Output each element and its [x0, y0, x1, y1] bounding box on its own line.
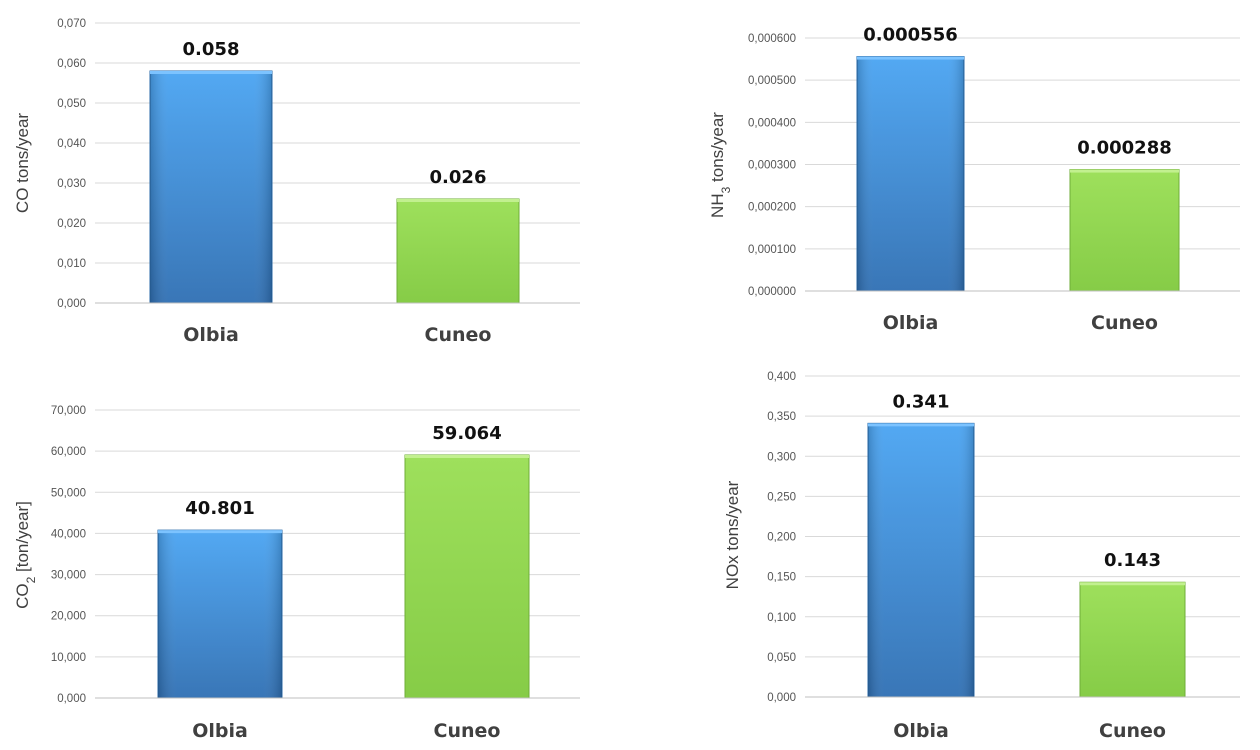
- y-tick-label: 20,000: [51, 611, 86, 623]
- y-tick-label: 0,000000: [748, 286, 796, 298]
- data-label: 0.341: [893, 391, 950, 412]
- y-tick-label: 0,400: [767, 371, 796, 383]
- y-axis-label: CO tons/year: [13, 113, 32, 213]
- co2-chart-svg: 0,000 10,000 20,000 30,000 40,000 50,000 60,00…: [13, 405, 580, 742]
- y-tick-label: 0,000400: [748, 117, 796, 129]
- bar-olbia: [856, 56, 965, 292]
- bar-olbia: [157, 529, 283, 699]
- y-tick-label: 0,000: [767, 692, 796, 704]
- category-label: Olbia: [883, 312, 939, 334]
- data-label: 0.058: [183, 39, 240, 60]
- data-label: 0.000556: [863, 25, 958, 46]
- category-label: Cuneo: [1099, 720, 1166, 742]
- y-tick-label: 0,300: [767, 451, 796, 463]
- y-axis-label: NOx tons/year: [723, 480, 742, 589]
- y-tick-label: 0,250: [767, 491, 796, 503]
- y-tick-label: 0,020: [57, 218, 86, 230]
- y-tick-label: 30,000: [51, 570, 86, 582]
- bar-olbia: [867, 422, 975, 698]
- co-chart: 0,000 0,010 0,020 0,030 0,040 0,050 0,060 0,070…: [0, 0, 630, 355]
- y-tick-label: 60,000: [51, 446, 86, 458]
- y-tick-label: 0,350: [767, 411, 796, 423]
- bar-olbia: [149, 70, 273, 304]
- category-label: Cuneo: [425, 324, 492, 346]
- bar-cuneo: [396, 198, 520, 304]
- y-tick-label: 0,070: [57, 18, 86, 30]
- nox-chart-svg: 0,000 0,050 0,100 0,150 0,200 0,250 0,300 0,350…: [723, 371, 1240, 742]
- y-tick-label: 0,000200: [748, 202, 796, 214]
- y-tick-label: 0,030: [57, 178, 86, 190]
- category-label: Olbia: [192, 720, 248, 742]
- y-tick-label: 0,060: [57, 58, 86, 70]
- category-label: Olbia: [183, 324, 239, 346]
- y-tick-label: 0,050: [767, 652, 796, 664]
- y-tick-label: 0,100: [767, 612, 796, 624]
- data-label: 0.143: [1104, 550, 1161, 571]
- y-tick-label: 0,040: [57, 138, 86, 150]
- nh3-chart: 0,000000 0,000100 0,000200 0,000300 0,000400…: [630, 0, 1260, 355]
- y-tick-label: 0,050: [57, 98, 86, 110]
- category-label: Cuneo: [434, 720, 501, 742]
- nox-chart: 0,000 0,050 0,100 0,150 0,200 0,250 0,300 0,350…: [630, 355, 1260, 750]
- y-tick-label: 0,000300: [748, 160, 796, 172]
- co2-chart: 0,000 10,000 20,000 30,000 40,000 50,000 60,00…: [0, 375, 630, 750]
- nh3-chart-svg: 0,000000 0,000100 0,000200 0,000300 0,000400…: [708, 25, 1240, 334]
- data-label: 40.801: [185, 498, 254, 519]
- data-label: 59.064: [432, 423, 501, 444]
- category-label: Cuneo: [1091, 312, 1158, 334]
- y-tick-label: 0,000500: [748, 75, 796, 87]
- y-tick-label: 0,150: [767, 572, 796, 584]
- data-label: 0.026: [430, 167, 487, 188]
- y-tick-label: 0,000: [57, 298, 86, 310]
- y-tick-label: 40,000: [51, 528, 86, 540]
- y-tick-label: 0,000100: [748, 244, 796, 256]
- y-tick-label: 0,000: [57, 693, 86, 705]
- y-axis-label: CO2 [ton/year]: [13, 501, 38, 609]
- co-chart-svg: 0,000 0,010 0,020 0,030 0,040 0,050 0,060 0,070…: [13, 18, 580, 346]
- data-label: 0.000288: [1077, 138, 1172, 159]
- y-tick-label: 0,000600: [748, 33, 796, 45]
- bar-cuneo: [1079, 581, 1186, 698]
- bar-cuneo: [1069, 169, 1180, 292]
- y-axis-label: NH3 tons/year: [708, 112, 733, 218]
- y-tick-label: 0,200: [767, 532, 796, 544]
- bar-cuneo: [404, 454, 530, 699]
- y-tick-label: 70,000: [51, 405, 86, 417]
- y-tick-label: 10,000: [51, 652, 86, 664]
- y-tick-label: 0,010: [57, 258, 86, 270]
- category-label: Olbia: [893, 720, 949, 742]
- y-tick-label: 50,000: [51, 487, 86, 499]
